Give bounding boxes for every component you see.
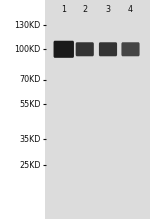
Bar: [45, 0, 150, 219]
Text: 2: 2: [82, 5, 87, 14]
Text: 35KD: 35KD: [19, 134, 40, 144]
Text: 4: 4: [128, 5, 133, 14]
Text: 25KD: 25KD: [19, 161, 40, 170]
FancyBboxPatch shape: [122, 42, 140, 56]
Text: 1: 1: [61, 5, 66, 14]
FancyBboxPatch shape: [54, 41, 74, 58]
Text: 55KD: 55KD: [19, 99, 40, 109]
Text: 100KD: 100KD: [14, 45, 40, 54]
Text: 130KD: 130KD: [14, 21, 40, 30]
Text: 3: 3: [105, 5, 111, 14]
Text: 70KD: 70KD: [19, 75, 40, 85]
FancyBboxPatch shape: [76, 42, 94, 56]
FancyBboxPatch shape: [99, 42, 117, 56]
